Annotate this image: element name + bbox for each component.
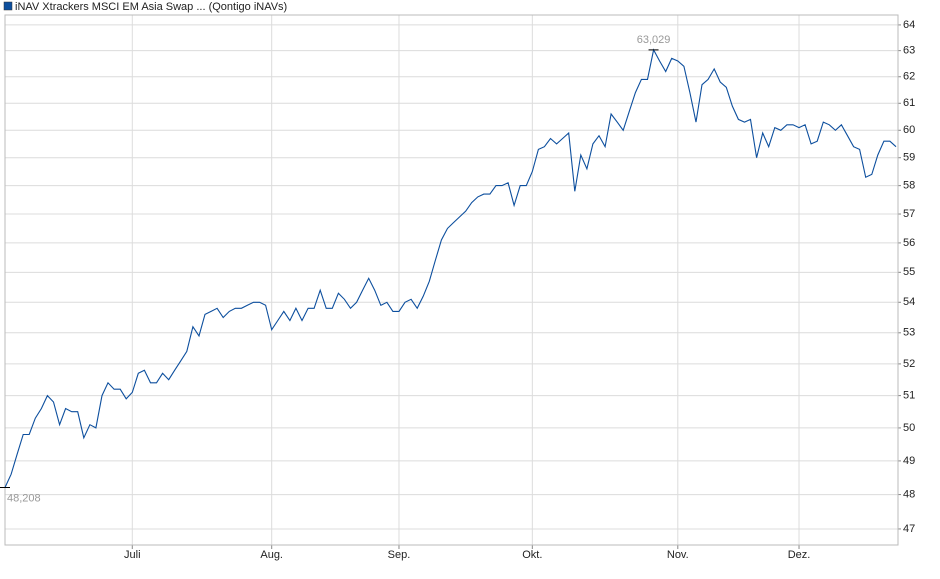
y-tick-label: 58 (903, 180, 915, 192)
price-line (4, 48, 897, 488)
value-label: 63,029 (637, 34, 671, 46)
y-tick-label: 54 (903, 296, 915, 308)
x-tick-label: Okt. (522, 549, 542, 561)
x-tick-label: Dez. (788, 549, 811, 561)
y-tick-label: 51 (903, 390, 915, 402)
y-tick-label: 59 (903, 152, 915, 164)
y-tick-label: 57 (903, 208, 915, 220)
legend-label: iNAV Xtrackers MSCI EM Asia Swap ... (Qo… (15, 1, 287, 13)
y-tick-label: 61 (903, 97, 915, 109)
x-tick-label: Sep. (388, 549, 411, 561)
plot-border (4, 14, 899, 546)
y-tick-label: 53 (903, 327, 915, 339)
y-tick-label: 50 (903, 422, 915, 434)
y-tick-label: 62 (903, 71, 915, 83)
y-tick-label: 55 (903, 266, 915, 278)
y-tick-label: 63 (903, 45, 915, 57)
y-tick-label: 56 (903, 237, 915, 249)
y-tick-label: 64 (903, 19, 915, 31)
y-tick-label: 52 (903, 358, 915, 370)
y-tick-label: 60 (903, 124, 915, 136)
y-tick-label: 49 (903, 455, 915, 467)
x-tick-label: Nov. (667, 549, 689, 561)
y-tick-label: 47 (903, 523, 915, 535)
legend-swatch (3, 1, 13, 11)
x-tick-label: Aug. (260, 549, 283, 561)
x-tick-label: Juli (124, 549, 141, 561)
value-label: 48,208 (7, 492, 41, 504)
y-tick-label: 48 (903, 488, 915, 500)
